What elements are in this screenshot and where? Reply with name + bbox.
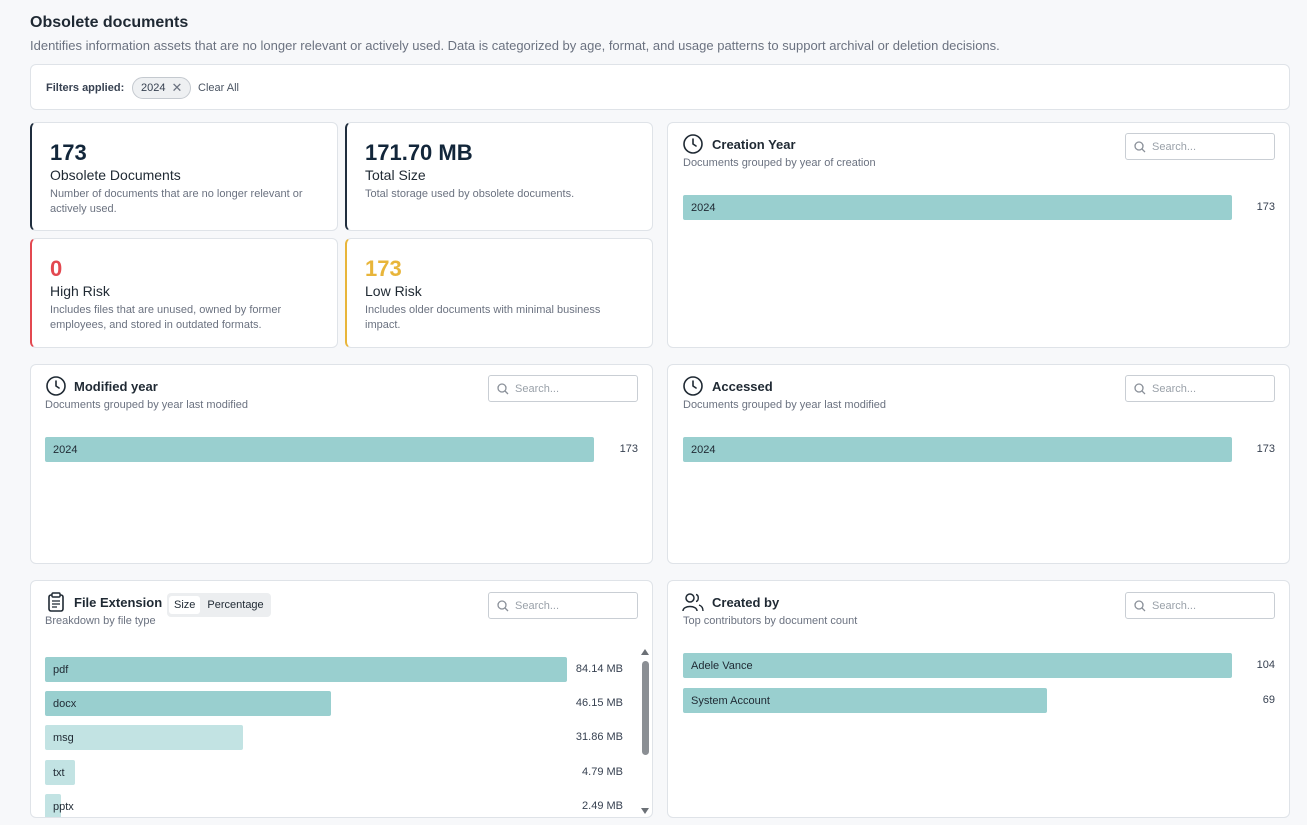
bar-value: 173 bbox=[1256, 443, 1275, 455]
bar-label: pptx bbox=[53, 800, 74, 813]
kpi-description: Number of documents that are no longer r… bbox=[50, 188, 303, 215]
clipboard-icon bbox=[48, 592, 64, 612]
panel-file-extension: File Extension Size Percentage Breakdown… bbox=[30, 580, 653, 818]
panel-title: Modified year bbox=[74, 379, 158, 394]
kpi-value: 173 bbox=[50, 140, 87, 165]
bar-value: 104 bbox=[1256, 659, 1275, 671]
search-input[interactable] bbox=[1152, 140, 1262, 153]
kpi-description: Includes older documents with minimal bu… bbox=[365, 304, 601, 331]
kpi-description: Includes files that are unused, owned by… bbox=[50, 304, 282, 331]
bar-row[interactable]: Adele Vance bbox=[683, 653, 1232, 678]
search-box[interactable] bbox=[488, 375, 638, 402]
bar-label: 2024 bbox=[53, 443, 78, 456]
toggle-percentage[interactable]: Percentage bbox=[207, 599, 264, 611]
close-icon[interactable]: ✕ bbox=[171, 80, 183, 95]
clear-all-link[interactable]: Clear All bbox=[198, 82, 239, 94]
panel-title: Accessed bbox=[712, 379, 773, 394]
search-input[interactable] bbox=[515, 599, 625, 612]
bar-row[interactable]: 2024 bbox=[45, 437, 594, 462]
bar-row[interactable]: 2024 bbox=[683, 195, 1232, 220]
search-box[interactable] bbox=[1125, 592, 1275, 619]
bar-label: 2024 bbox=[691, 443, 716, 456]
kpi-obsolete-documents: 173 Obsolete Documents Number of documen… bbox=[30, 122, 338, 231]
bar-label: txt bbox=[53, 766, 65, 779]
search-icon bbox=[497, 599, 509, 611]
bar-row[interactable]: 2024 bbox=[683, 437, 1232, 462]
scroll-up-arrow-icon[interactable] bbox=[641, 649, 649, 655]
bar-value: 31.86 MB bbox=[575, 731, 623, 743]
kpi-total-size: 171.70 MB Total Size Total storage used … bbox=[345, 122, 653, 231]
kpi-label: Total Size bbox=[365, 167, 426, 183]
kpi-description: Total storage used by obsolete documents… bbox=[365, 188, 575, 200]
panel-title: Created by bbox=[712, 595, 780, 610]
bar-value: 173 bbox=[1256, 201, 1275, 213]
bar-value: 173 bbox=[619, 443, 638, 455]
bar-row[interactable]: System Account bbox=[683, 688, 1047, 713]
filter-chip-label: 2024 bbox=[141, 82, 166, 94]
kpi-high-risk: 0 High Risk Includes files that are unus… bbox=[30, 238, 338, 348]
panel-title: Creation Year bbox=[712, 137, 796, 152]
scrollbar-thumb[interactable] bbox=[642, 661, 649, 755]
panel-creation-year: Creation Year Documents grouped by year … bbox=[667, 122, 1290, 348]
panel-accessed: Accessed Documents grouped by year last … bbox=[667, 364, 1290, 564]
kpi-value: 0 bbox=[50, 256, 63, 281]
search-icon bbox=[1134, 382, 1146, 394]
search-input[interactable] bbox=[1152, 382, 1262, 395]
kpi-value: 173 bbox=[365, 256, 402, 281]
page-description: Identifies information assets that are n… bbox=[30, 38, 1000, 53]
scrollbar[interactable] bbox=[640, 647, 650, 817]
bar-row[interactable]: msg bbox=[45, 725, 243, 750]
scroll-down-arrow-icon[interactable] bbox=[641, 808, 649, 814]
panel-created-by: Created by Top contributors by document … bbox=[667, 580, 1290, 818]
filters-label: Filters applied: bbox=[46, 82, 125, 94]
kpi-value: 171.70 MB bbox=[365, 140, 473, 165]
bar-row[interactable]: pdf bbox=[45, 657, 567, 682]
panel-modified-year: Modified year Documents grouped by year … bbox=[30, 364, 653, 564]
bar-value: 46.15 MB bbox=[575, 697, 623, 709]
search-icon bbox=[497, 382, 509, 394]
panel-subtitle: Documents grouped by year last modified bbox=[683, 399, 886, 411]
kpi-label: Obsolete Documents bbox=[50, 167, 181, 183]
search-input[interactable] bbox=[1152, 599, 1262, 612]
bar-row[interactable]: docx bbox=[45, 691, 331, 716]
bar-row[interactable]: txt bbox=[45, 760, 75, 785]
bar-value: 84.14 MB bbox=[575, 663, 623, 675]
bar-label: docx bbox=[53, 697, 77, 710]
kpi-label: Low Risk bbox=[365, 283, 422, 299]
search-icon bbox=[1134, 599, 1146, 611]
kpi-low-risk: 173 Low Risk Includes older documents wi… bbox=[345, 238, 653, 348]
search-icon bbox=[1134, 140, 1146, 152]
toggle-size[interactable]: Size bbox=[169, 596, 201, 614]
search-box[interactable] bbox=[1125, 375, 1275, 402]
bar-value: 4.79 MB bbox=[582, 766, 623, 778]
filter-chip-2024[interactable]: 2024 ✕ bbox=[132, 77, 192, 99]
bar-row[interactable]: pptx bbox=[45, 794, 74, 817]
bar-value: 2.49 MB bbox=[582, 800, 623, 812]
clock-icon bbox=[46, 376, 66, 396]
search-box[interactable] bbox=[488, 592, 638, 619]
panel-subtitle: Documents grouped by year last modified bbox=[45, 399, 248, 411]
users-icon bbox=[682, 593, 704, 612]
bar-label: System Account bbox=[691, 694, 770, 707]
bar-label: pdf bbox=[53, 663, 69, 676]
panel-subtitle: Documents grouped by year of creation bbox=[683, 157, 876, 169]
bar-value: 69 bbox=[1262, 694, 1275, 706]
bar-label: msg bbox=[53, 731, 74, 744]
page-title: Obsolete documents bbox=[30, 14, 189, 31]
filters-bar: Filters applied: 2024 ✕ Clear All bbox=[30, 64, 1290, 110]
bar-label: 2024 bbox=[691, 201, 716, 214]
panel-subtitle: Breakdown by file type bbox=[45, 615, 156, 627]
clock-icon bbox=[683, 376, 703, 396]
bar-label: Adele Vance bbox=[691, 659, 753, 672]
clock-icon bbox=[683, 134, 703, 154]
search-input[interactable] bbox=[515, 382, 625, 395]
size-percentage-toggle: Size Percentage bbox=[167, 593, 271, 617]
panel-subtitle: Top contributors by document count bbox=[683, 615, 858, 627]
panel-title: File Extension bbox=[74, 595, 163, 610]
search-box[interactable] bbox=[1125, 133, 1275, 160]
kpi-label: High Risk bbox=[50, 283, 110, 299]
